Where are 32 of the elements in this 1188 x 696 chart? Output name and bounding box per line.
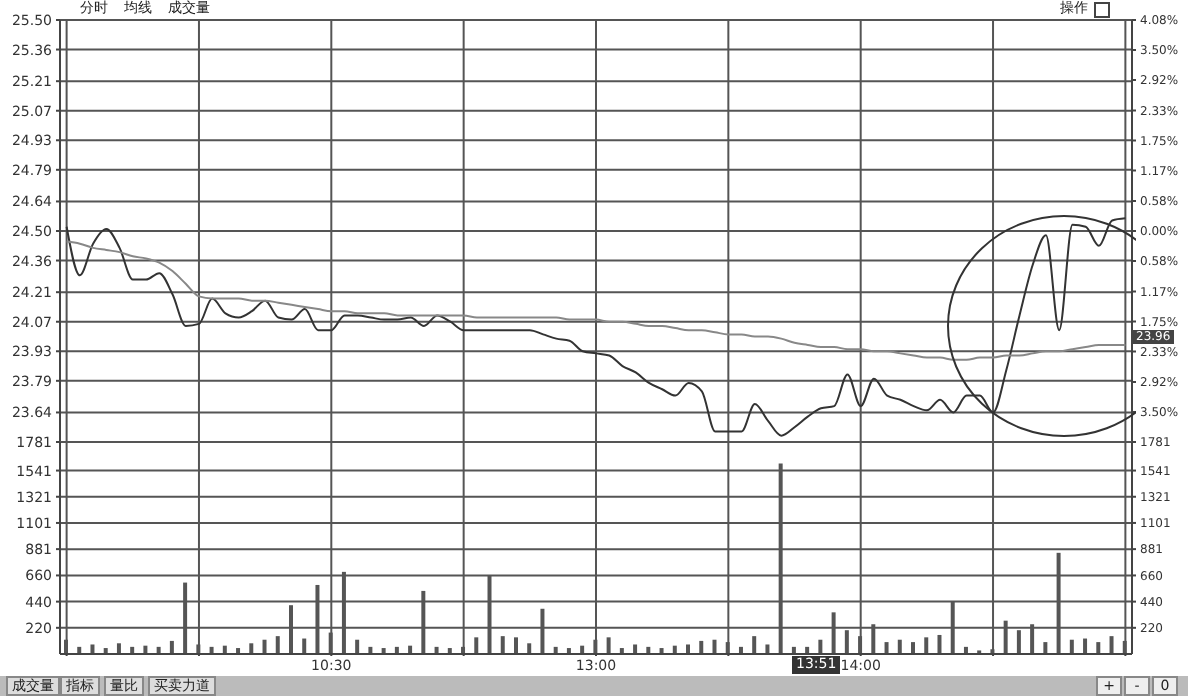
bar [500,636,505,654]
bar [249,643,254,654]
bar [116,643,121,654]
bar [606,637,611,654]
bar [527,643,532,654]
bar [897,639,902,654]
bar [1096,642,1101,654]
bar [302,638,307,654]
bar [712,639,717,654]
bar [262,639,267,654]
line-series [65,217,1127,437]
bar [911,642,916,654]
bar [169,640,174,654]
bar [355,639,360,654]
bar [1043,642,1048,654]
bar [90,644,95,654]
bar [699,640,704,654]
bar [513,637,518,654]
bar [1069,639,1074,654]
bar [1109,636,1114,654]
bar [752,636,757,654]
bar [937,634,942,654]
bar [686,644,691,654]
line-series [65,240,1127,361]
bar [924,637,929,654]
bar [275,636,280,654]
bar [818,639,823,654]
bar [1083,638,1088,654]
bar [474,637,479,654]
bar [884,642,889,654]
bar [633,644,638,654]
bar [765,644,770,654]
